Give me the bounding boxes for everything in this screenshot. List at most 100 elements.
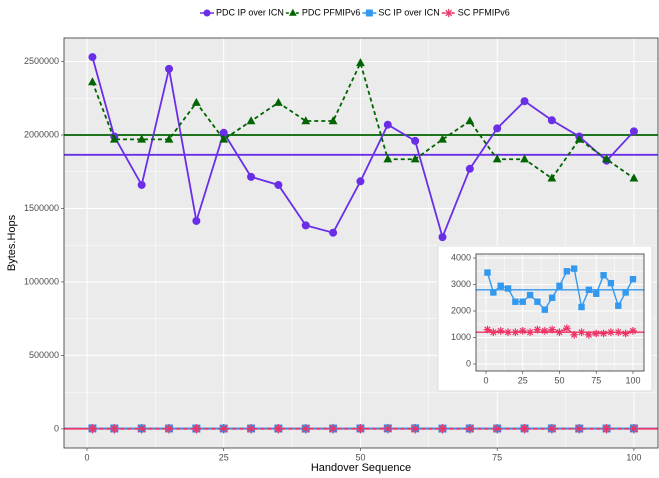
data-point <box>607 328 615 337</box>
asterisk-stroke <box>329 424 337 433</box>
data-point <box>563 268 571 275</box>
asterisk-stroke <box>541 327 548 335</box>
legend-label: SC IP over ICN <box>378 7 439 17</box>
data-point <box>137 134 147 143</box>
data-point <box>555 328 564 337</box>
data-point <box>520 154 529 163</box>
data-point <box>629 423 639 434</box>
asterisk-stroke <box>497 327 504 335</box>
data-point <box>526 328 534 337</box>
asterisk-stroke <box>585 331 593 338</box>
data-point <box>512 298 519 305</box>
data-point <box>383 120 392 129</box>
data-point <box>621 329 630 338</box>
data-point <box>574 423 585 434</box>
data-point <box>191 97 201 106</box>
legend-marker <box>444 8 453 18</box>
data-point <box>578 303 585 311</box>
asterisk-stroke <box>556 329 563 336</box>
data-point <box>438 233 447 242</box>
data-point <box>593 290 600 297</box>
legend-label: PDC IP over ICN <box>216 7 284 17</box>
x-axis-label: Handover Sequence <box>311 462 411 474</box>
data-point <box>109 423 120 434</box>
asterisk-stroke <box>607 329 615 336</box>
legend-marker <box>289 8 297 16</box>
data-point <box>496 327 505 335</box>
legend-marker <box>203 9 211 17</box>
legend-label: SC PFMIPv6 <box>458 7 510 17</box>
data-point <box>548 325 556 334</box>
data-point <box>497 282 504 290</box>
y-tick-label: 500000 <box>29 350 59 360</box>
data-point <box>574 134 584 143</box>
data-point <box>533 325 542 334</box>
data-point <box>614 328 623 337</box>
asterisk-stroke <box>548 326 556 333</box>
data-point <box>520 97 529 106</box>
data-point <box>547 423 557 434</box>
data-point <box>301 116 311 125</box>
y-tick-label: 1500000 <box>24 203 59 213</box>
data-point <box>219 128 228 137</box>
data-point <box>600 272 607 279</box>
data-point <box>570 265 578 272</box>
data-point <box>137 180 146 189</box>
data-point <box>519 298 526 305</box>
data-point <box>547 173 557 182</box>
data-point <box>607 279 615 287</box>
legend-item: PDC PFMIPv6 <box>285 7 360 17</box>
series-line <box>91 60 635 180</box>
data-point <box>629 327 637 335</box>
data-point <box>585 286 593 294</box>
y-tick-label: 4000 <box>451 252 471 262</box>
asterisk-stroke <box>110 424 119 433</box>
asterisk-stroke <box>534 326 541 333</box>
x-tick-label: 25 <box>219 452 229 462</box>
legend-item: SC IP over ICN <box>362 7 440 17</box>
x-tick-label: 100 <box>625 375 640 385</box>
asterisk-stroke <box>301 424 310 433</box>
asterisk-stroke <box>622 330 629 337</box>
data-point <box>274 97 283 106</box>
data-point <box>504 328 512 337</box>
asterisk-stroke <box>578 329 585 336</box>
x-tick-label: 75 <box>591 375 601 385</box>
plot-area <box>64 53 658 434</box>
data-point <box>629 276 637 283</box>
panel <box>476 254 644 371</box>
data-point <box>629 127 638 136</box>
data-point <box>356 58 365 67</box>
asterisk-stroke <box>137 424 146 433</box>
data-point <box>437 423 448 434</box>
data-point <box>465 164 474 173</box>
legend-item: SC PFMIPv6 <box>441 7 510 18</box>
data-point <box>438 134 447 143</box>
data-point <box>410 423 420 434</box>
data-point <box>534 298 541 305</box>
asterisk-stroke <box>88 424 97 433</box>
legend-marker <box>365 9 373 17</box>
data-point <box>274 180 283 189</box>
asterisk-stroke <box>571 331 578 338</box>
asterisk-stroke <box>563 325 570 332</box>
data-point <box>592 329 601 338</box>
asterisk-stroke <box>356 424 365 433</box>
data-point <box>492 423 502 434</box>
data-point <box>383 423 393 434</box>
data-point <box>328 116 338 125</box>
asterisk-stroke <box>411 424 419 433</box>
asterisk-stroke <box>438 424 447 433</box>
asterisk-stroke <box>575 424 584 433</box>
data-point <box>164 134 174 143</box>
y-tick-label: 2000000 <box>24 129 59 139</box>
asterisk-stroke <box>247 424 255 433</box>
data-point <box>490 289 497 296</box>
data-point <box>601 423 612 434</box>
data-point <box>165 64 174 73</box>
asterisk-stroke <box>192 424 201 433</box>
data-point <box>273 423 284 434</box>
asterisk-stroke <box>490 329 497 336</box>
y-tick-label: 2000 <box>451 305 471 315</box>
